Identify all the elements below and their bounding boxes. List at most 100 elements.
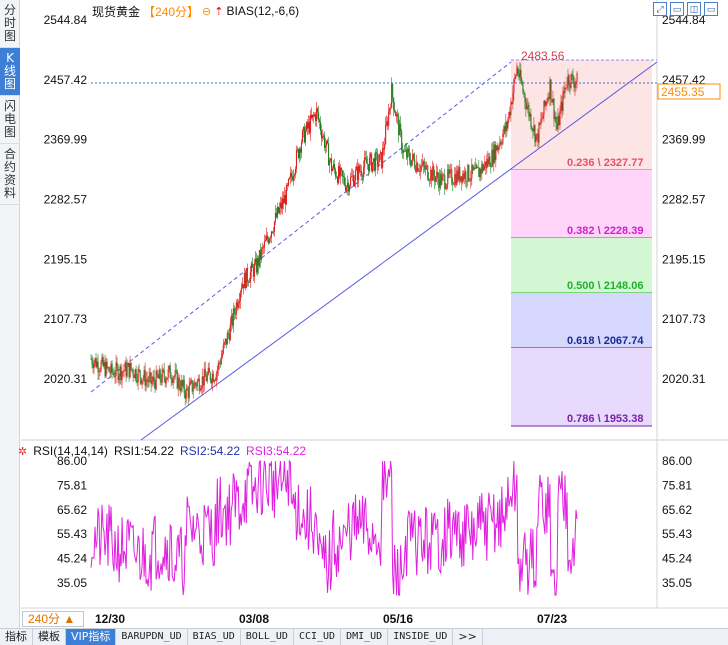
candle-body [527,105,529,107]
candle-body [299,148,302,153]
candle-body [574,83,576,88]
chart-area[interactable]: 2544.84 2544.84 2457.42 2457.42 2369.99 2369.… [21,0,728,628]
candle-body [91,358,93,365]
candle-body [351,176,353,178]
period-label[interactable]: 【240分】 [143,4,200,19]
candle-body [271,231,273,233]
candle-body [217,362,219,370]
price-tick-right: 2195.15 [662,252,706,266]
restore-icon[interactable]: ⤢ [653,2,667,16]
candle-body [349,185,351,192]
candle-body [237,303,239,308]
candle-body [228,334,230,341]
candle-body [483,166,485,171]
candle-body [437,172,439,179]
candle-body [226,332,228,345]
candle-body [250,263,252,272]
candle-body [503,126,505,135]
left-tab[interactable]: 闪电图 [0,96,20,144]
candle-body [506,121,508,129]
candle-body [179,387,181,392]
candle-body [234,313,236,315]
candle-body [469,179,471,181]
candle-body [444,175,446,189]
candle-body [114,376,116,377]
candle-body [222,344,224,354]
candle-body [253,263,255,277]
candle-body [384,144,386,150]
bottom-tab[interactable]: BARUPDN_UD [116,629,188,645]
candle-body [474,167,476,169]
rsi-title: RSI(14,14,14) [33,444,108,458]
candle-body [145,379,147,386]
candle-body [232,308,234,326]
rsi-tick-right: 35.05 [662,576,692,590]
candle-body [216,369,218,375]
chart-canvas[interactable]: 2544.84 2544.84 2457.42 2457.42 2369.99 2369.… [21,0,728,628]
candle-body [281,198,283,209]
candle-body [90,358,92,360]
candle-body [537,133,539,143]
candle-body [132,369,134,376]
bottom-tab[interactable]: DMI_UD [341,629,389,645]
candle-body [471,164,473,179]
candle-body [167,369,169,378]
x-date-label: 07/23 [537,612,568,626]
candle-body [275,212,277,218]
bottom-tab[interactable]: VIP指标 [66,629,117,645]
window-icon[interactable]: ▭ [704,2,718,16]
candle-body [499,141,501,147]
window-icon[interactable]: ▭ [670,2,684,16]
candle-body [164,377,166,384]
candle-body [545,101,547,106]
period-badge[interactable]: 240分 ▲ [22,611,84,627]
candle-body [440,173,442,185]
candle-body [478,167,480,177]
candle-body [428,179,430,181]
bottom-tab[interactable]: BIAS_UD [188,629,241,645]
candle-body [331,168,334,172]
candle-body [328,160,331,166]
left-tab[interactable]: 分时图 [0,0,20,48]
circle-minus-icon[interactable]: ⊖ [202,5,212,18]
candle-body [532,129,534,132]
candle-body [212,373,214,382]
bottom-tab[interactable]: 模板 [33,629,66,645]
candle-body [181,380,183,386]
chart-icon[interactable]: ◫ [687,2,701,16]
candle-body [341,167,343,171]
candle-body [143,370,145,379]
bottom-tab[interactable]: INSIDE_UD [388,629,454,645]
candle-body [363,167,365,177]
left-tab[interactable]: 合约资料 [0,144,20,205]
candle-body [283,195,285,204]
bottom-tab[interactable]: >> [453,629,483,645]
candle-body [370,153,372,158]
candle-body [197,378,199,381]
bottom-tab[interactable]: 指标 [0,629,33,645]
candle-body [302,126,305,131]
bottom-tab[interactable]: CCI_UD [294,629,342,645]
candle-body [451,169,453,184]
indicator-label[interactable]: BIAS(12,-6,6) [226,4,300,18]
candle-body [519,69,521,78]
chart-header: 现货黄金 【240分】 ⊖ ⇡ BIAS(12,-6,6) [92,3,299,19]
candle-body [99,370,101,372]
bottom-tab[interactable]: BOLL_UD [241,629,294,645]
candle-body [236,302,238,308]
candle-body [528,105,530,117]
candle-body [518,73,520,78]
candle-body [267,239,269,243]
candle-body [304,130,307,143]
candle-body [364,157,366,168]
candle-body [404,150,406,152]
candle-body [390,107,392,109]
rsi3-value: RSI3:54.22 [246,444,307,458]
candle-body [433,166,435,176]
candle-body [247,281,249,283]
gear-icon[interactable]: ✲ [18,445,28,458]
candle-body [177,377,179,389]
candle-body [260,248,262,260]
